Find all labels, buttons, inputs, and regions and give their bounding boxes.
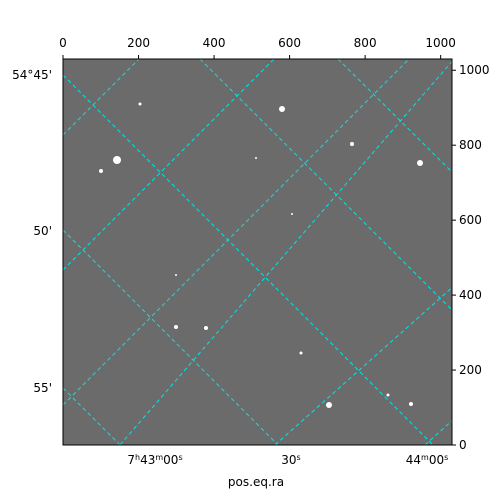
y-tick-label: 600	[459, 213, 482, 227]
y-tick-label: 1000	[459, 63, 490, 77]
x-axis-label: pos.eq.ra	[228, 475, 284, 489]
x-tick-label: 800	[354, 36, 377, 50]
ra-tick-label: 30s	[281, 453, 300, 468]
coordinate-grid	[63, 59, 452, 445]
stars	[99, 102, 423, 408]
ra-tick-label: 7h43m00s	[127, 453, 182, 468]
x-tick-label: 1000	[425, 36, 456, 50]
sky-image	[63, 59, 452, 445]
y-tick-label: 0	[459, 438, 467, 452]
ra-tick-label: 44m00s	[406, 453, 449, 468]
y-tick-label: 800	[459, 138, 482, 152]
x-tick-label: 200	[127, 36, 150, 50]
dec-tick-label: 54°45'	[12, 68, 52, 82]
y-tick-label: 200	[459, 363, 482, 377]
x-tick-label: 400	[203, 36, 226, 50]
x-tick-label: 600	[278, 36, 301, 50]
x-tick-label: 0	[59, 36, 67, 50]
dec-tick-label: 50'	[33, 224, 52, 238]
dec-tick-label: 55'	[33, 381, 52, 395]
y-tick-label: 400	[459, 288, 482, 302]
frame	[62, 58, 453, 446]
